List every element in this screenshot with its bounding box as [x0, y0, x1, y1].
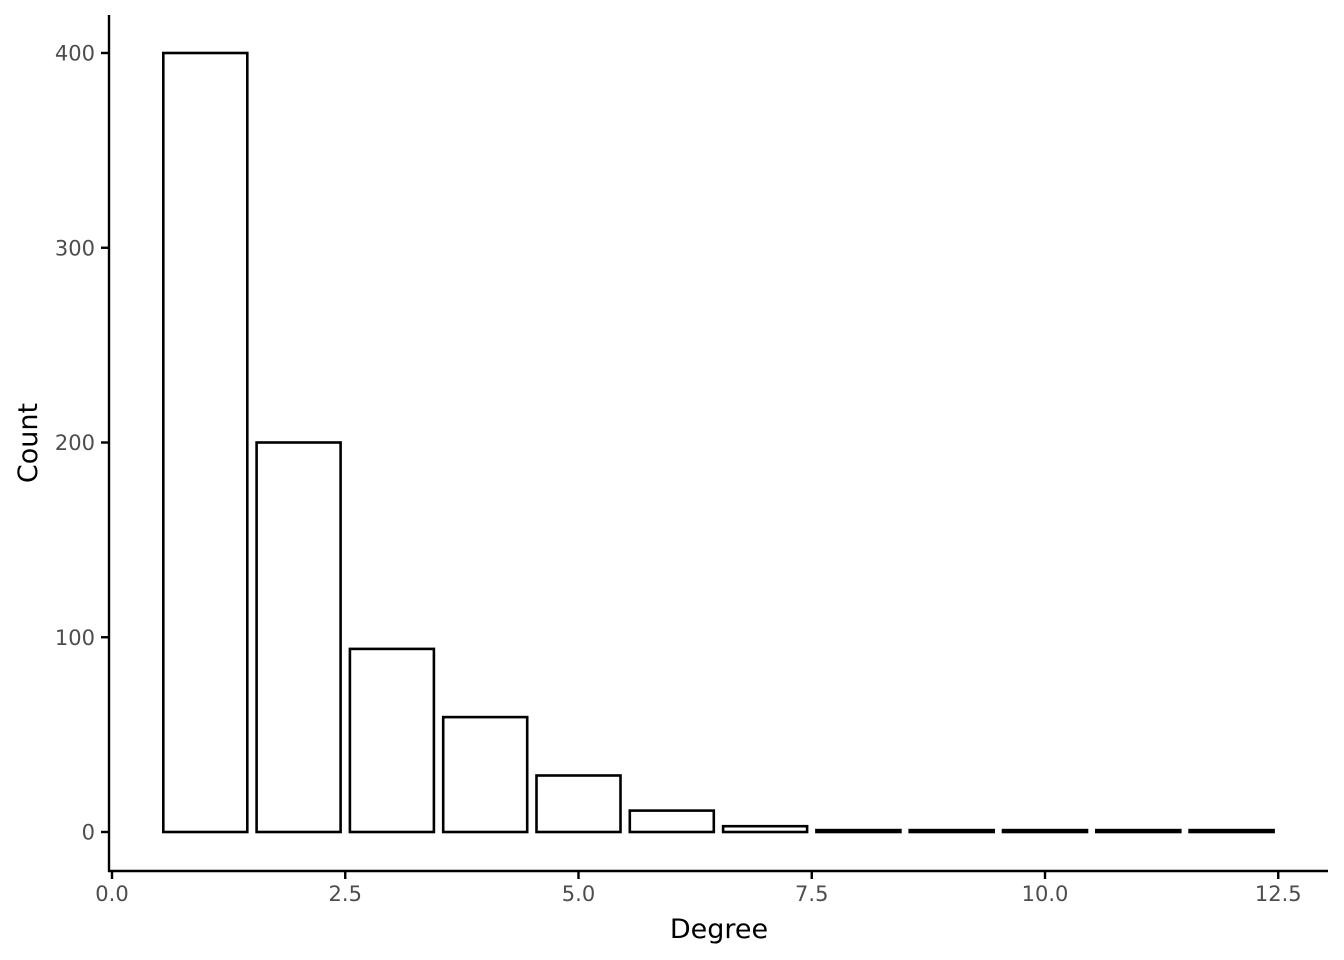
bar-degree-7	[721, 824, 809, 834]
bar-degree-9	[908, 828, 996, 834]
bar-degree-11	[1095, 828, 1182, 834]
x-tick-label: 0.0	[95, 882, 128, 906]
bar-degree-8	[815, 828, 902, 834]
bar-degree-1	[162, 51, 249, 834]
x-tick-label: 12.5	[1255, 882, 1302, 906]
bar-degree-10	[1001, 828, 1089, 834]
x-axis-title: Degree	[670, 914, 768, 945]
x-tick-label: 7.5	[795, 882, 828, 906]
y-tick-label: 300	[55, 236, 95, 260]
y-tick-label: 100	[55, 626, 95, 650]
y-tick-label: 400	[55, 42, 95, 66]
bar-degree-2	[255, 441, 342, 834]
x-axis-ticks: 0.0 2.5 5.0 7.5 10.0 12.5	[95, 871, 1302, 906]
y-tick-label: 200	[55, 431, 95, 455]
bar-degree-12	[1188, 828, 1275, 834]
x-tick-label: 10.0	[1022, 882, 1069, 906]
bar-degree-4	[441, 715, 529, 834]
y-axis-ticks: 0 100 200 300 400	[55, 42, 109, 845]
bar-degree-5	[535, 774, 622, 834]
bar-degree-3	[348, 647, 436, 834]
bars-layer	[162, 51, 1275, 834]
y-tick-label: 0	[82, 821, 95, 845]
x-tick-label: 5.0	[562, 882, 595, 906]
x-tick-label: 2.5	[329, 882, 362, 906]
y-axis-title: Count	[13, 403, 44, 483]
bar-degree-6	[628, 809, 716, 834]
